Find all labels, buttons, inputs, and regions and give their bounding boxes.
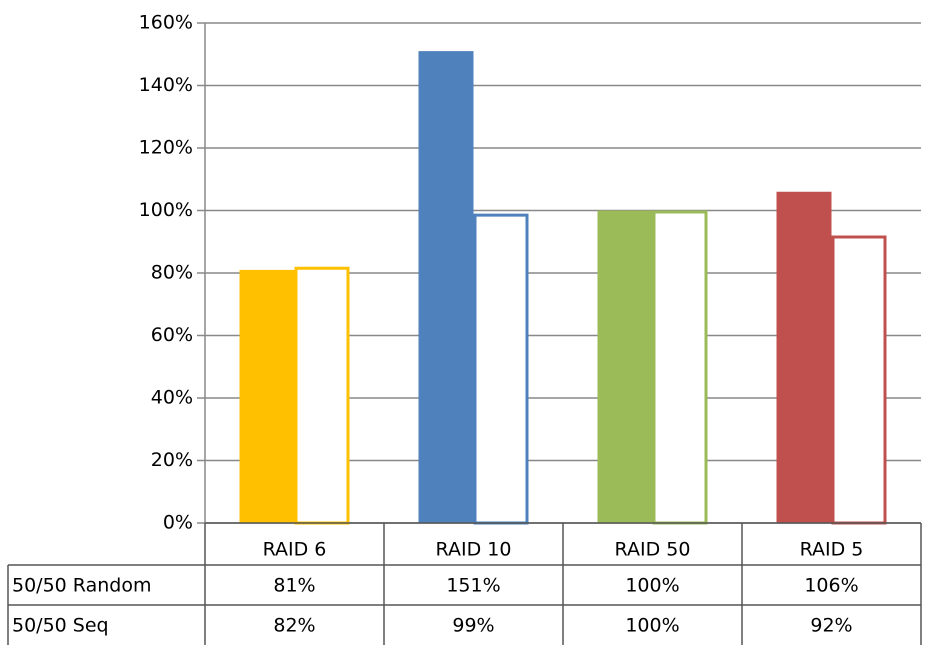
x-tick-label: RAID 10: [436, 539, 512, 561]
x-tick-label: RAID 6: [263, 539, 327, 561]
bar: [239, 269, 295, 523]
bar: [652, 210, 708, 525]
legend-label: 50/50 Seq: [12, 615, 109, 637]
y-tick-label: 40%: [151, 387, 193, 409]
bar: [597, 210, 653, 523]
x-tick-label: RAID 50: [615, 539, 691, 561]
data-label: 106%: [804, 575, 858, 597]
data-label: 99%: [452, 615, 494, 637]
x-tick-label: RAID 5: [800, 539, 864, 561]
bar: [776, 191, 832, 523]
bar: [294, 266, 350, 525]
data-label: 100%: [625, 615, 679, 637]
y-tick-label: 140%: [139, 74, 193, 96]
data-label: 92%: [810, 615, 852, 637]
y-tick-label: 160%: [139, 12, 193, 34]
data-label: 151%: [446, 575, 500, 597]
data-label: 100%: [625, 575, 679, 597]
y-tick-label: 120%: [139, 137, 193, 159]
y-tick-label: 0%: [163, 512, 193, 534]
y-tick-label: 100%: [139, 199, 193, 221]
y-tick-label: 60%: [151, 324, 193, 346]
bar: [473, 213, 529, 525]
data-label: 81%: [273, 575, 315, 597]
bar: [418, 51, 474, 523]
y-tick-label: 20%: [151, 449, 193, 471]
y-tick-label: 80%: [151, 262, 193, 284]
legend-label: 50/50 Random: [12, 575, 151, 597]
data-label: 82%: [273, 615, 315, 637]
bar: [831, 235, 887, 525]
